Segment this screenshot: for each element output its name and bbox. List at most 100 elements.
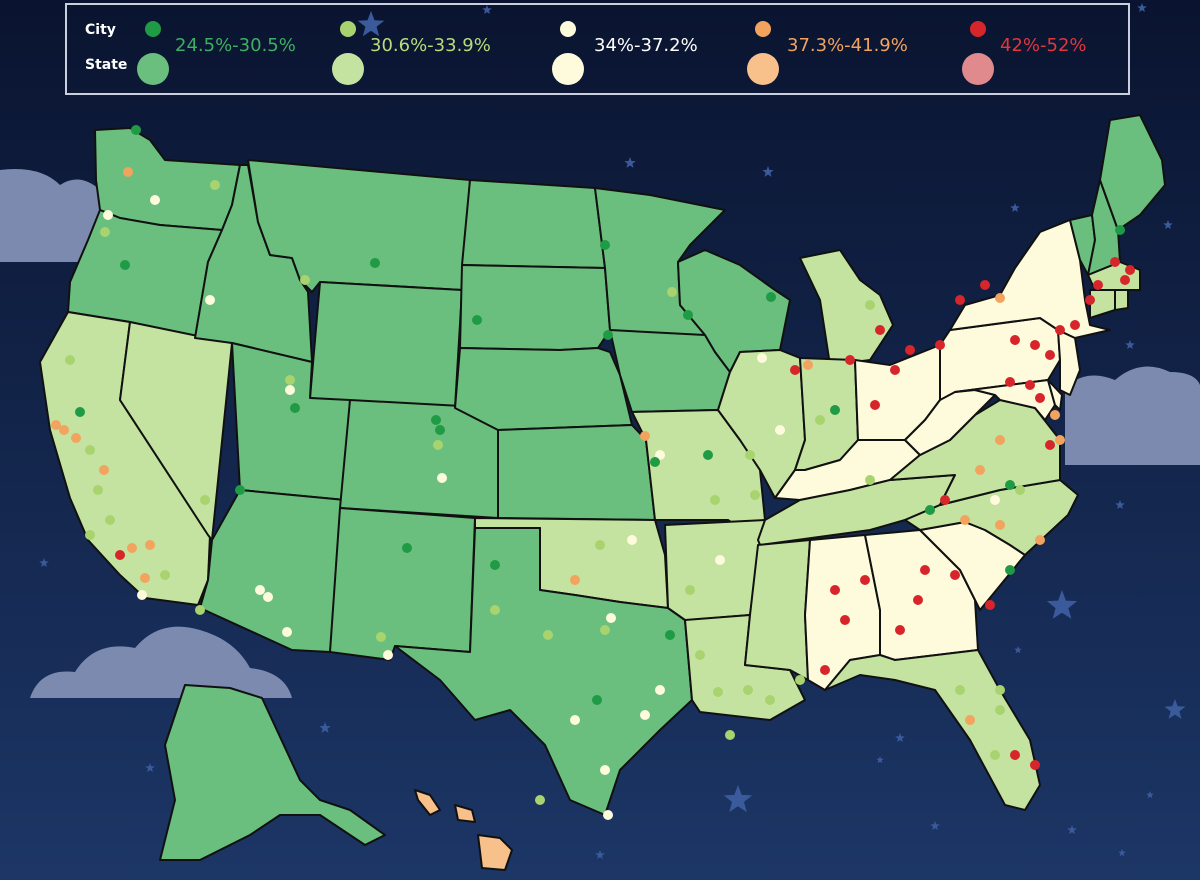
city-dot	[715, 555, 725, 565]
city-dot	[137, 590, 147, 600]
cloud-left	[0, 169, 100, 262]
city-dot	[803, 360, 813, 370]
city-dot	[995, 685, 1005, 695]
city-dot	[99, 465, 109, 475]
city-dot	[85, 530, 95, 540]
city-dot	[1010, 335, 1020, 345]
city-dot	[1055, 325, 1065, 335]
star-icon	[762, 166, 774, 177]
city-dot	[140, 573, 150, 583]
city-dot	[1085, 295, 1095, 305]
city-dot	[995, 435, 1005, 445]
city-dot	[150, 195, 160, 205]
legend-city-swatch-1	[145, 21, 161, 37]
state-wy	[309, 281, 463, 409]
city-dot	[51, 420, 61, 430]
city-dot	[1035, 393, 1045, 403]
legend-range-2: 30.6%-33.9%	[370, 35, 491, 56]
city-dot	[985, 600, 995, 610]
city-dot	[765, 695, 775, 705]
city-dot	[870, 400, 880, 410]
star-icon	[1010, 203, 1020, 212]
city-dot	[1110, 257, 1120, 267]
city-dot	[683, 310, 693, 320]
city-dot	[955, 685, 965, 695]
state-ri	[1114, 289, 1129, 311]
city-dot	[790, 365, 800, 375]
city-dot	[472, 315, 482, 325]
city-dot	[703, 450, 713, 460]
star-icon	[1115, 500, 1125, 509]
legend: City State 24.5%-30.5% 30.6%-33.9% 34%-3…	[65, 3, 1130, 95]
legend-city-swatch-2	[340, 21, 356, 37]
legend-city-label: City	[85, 22, 116, 38]
city-dot	[905, 345, 915, 355]
city-dot	[710, 495, 720, 505]
city-dot	[1030, 760, 1040, 770]
city-dot	[995, 520, 1005, 530]
star-icon	[319, 722, 331, 733]
legend-city-swatch-5	[970, 21, 986, 37]
city-dot	[65, 355, 75, 365]
state-ks	[497, 424, 656, 521]
city-dot	[750, 490, 760, 500]
city-dot	[940, 495, 950, 505]
city-dot	[160, 570, 170, 580]
city-dot	[1125, 265, 1135, 275]
city-dot	[285, 375, 295, 385]
city-dot	[543, 630, 553, 640]
city-dot	[640, 710, 650, 720]
city-dot	[490, 605, 500, 615]
city-dot	[535, 795, 545, 805]
legend-state-swatch-5	[962, 53, 994, 85]
city-dot	[990, 750, 1000, 760]
city-dot	[766, 292, 776, 302]
city-dot	[1055, 435, 1065, 445]
star-icon	[1137, 3, 1147, 12]
city-dot	[93, 485, 103, 495]
legend-state-label: State	[85, 57, 128, 73]
city-dot	[600, 765, 610, 775]
city-dot	[627, 535, 637, 545]
city-dot	[145, 540, 155, 550]
city-dot	[1050, 410, 1060, 420]
city-dot	[885, 445, 895, 455]
city-dot	[255, 585, 265, 595]
legend-state-swatch-2	[332, 53, 364, 85]
city-dot	[1005, 480, 1015, 490]
city-dot	[603, 330, 613, 340]
state-sd	[459, 264, 611, 351]
star-icon	[595, 850, 605, 859]
city-dot	[995, 293, 1005, 303]
city-dot	[200, 495, 210, 505]
clouds	[0, 169, 1200, 698]
city-dot	[935, 340, 945, 350]
city-dot	[960, 515, 970, 525]
star-icon	[1046, 590, 1078, 619]
city-dot	[745, 450, 755, 460]
city-dot	[1070, 320, 1080, 330]
star-icon	[1164, 699, 1186, 719]
city-dot	[490, 560, 500, 570]
city-dot	[875, 325, 885, 335]
star-icon	[357, 11, 385, 37]
city-dot	[282, 627, 292, 637]
star-icon	[482, 5, 492, 14]
city-dot	[667, 287, 677, 297]
city-dot	[437, 473, 447, 483]
city-dot	[640, 431, 650, 441]
city-dot	[913, 595, 923, 605]
city-dot	[431, 415, 441, 425]
star-icon	[39, 558, 49, 567]
city-dot	[990, 495, 1000, 505]
city-dot	[725, 730, 735, 740]
cloud-bottom-left	[30, 626, 292, 698]
city-dot	[370, 258, 380, 268]
city-dot	[376, 632, 386, 642]
city-dot	[865, 300, 875, 310]
star-icon	[1146, 791, 1154, 799]
city-dot	[975, 465, 985, 475]
city-dot	[775, 425, 785, 435]
state-nd	[461, 179, 606, 269]
city-dot	[105, 515, 115, 525]
